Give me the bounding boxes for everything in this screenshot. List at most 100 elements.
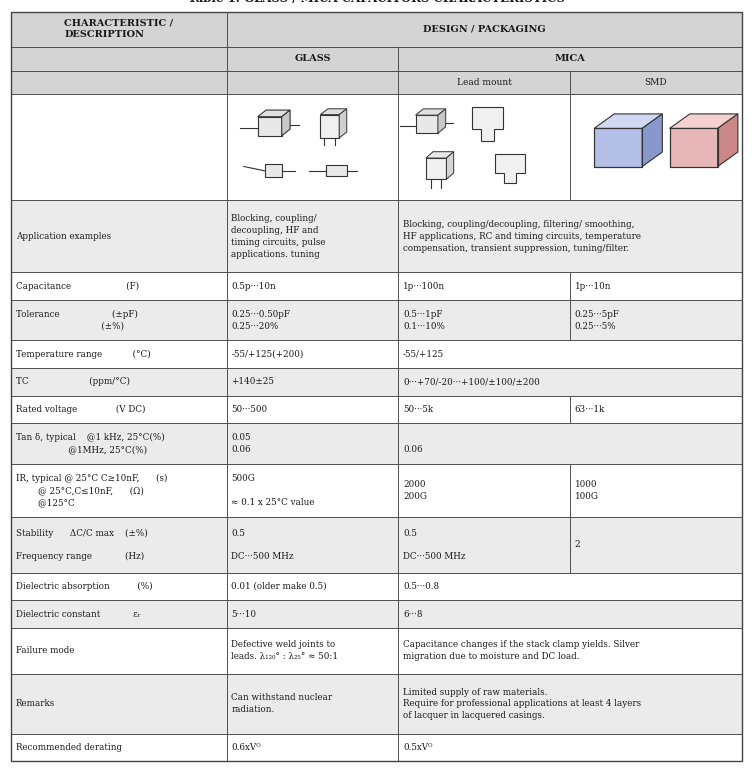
Bar — [11, 674, 227, 734]
Bar — [11, 340, 227, 368]
Bar — [398, 517, 570, 573]
Bar — [594, 128, 642, 166]
Bar — [570, 517, 742, 573]
Text: 0.05
0.06: 0.05 0.06 — [231, 433, 251, 454]
Bar — [227, 628, 398, 674]
Text: 0···+70/-20···+100/±100/±200: 0···+70/-20···+100/±100/±200 — [403, 377, 540, 386]
Bar — [398, 300, 570, 340]
Text: MICA: MICA — [555, 54, 586, 63]
Bar — [398, 464, 570, 517]
Polygon shape — [339, 109, 346, 138]
Bar — [227, 272, 398, 300]
Bar — [326, 165, 347, 176]
Bar — [227, 517, 398, 573]
Polygon shape — [438, 109, 446, 133]
Polygon shape — [472, 107, 503, 141]
Polygon shape — [642, 114, 663, 166]
Text: 0.5

DC···500 MHz: 0.5 DC···500 MHz — [231, 529, 294, 561]
Text: 5···10: 5···10 — [231, 610, 256, 618]
Bar — [398, 734, 742, 761]
Bar — [11, 573, 227, 600]
Text: Defective weld joints to
leads. λ₁₂₀° : λ₂₅° ≈ 50:1: Defective weld joints to leads. λ₁₂₀° : … — [231, 641, 338, 661]
Text: 0.5

DC···500 MHz: 0.5 DC···500 MHz — [403, 529, 465, 561]
Polygon shape — [669, 114, 738, 128]
Bar — [426, 158, 447, 179]
Bar — [227, 300, 398, 340]
Text: DESIGN / PACKAGING: DESIGN / PACKAGING — [423, 25, 545, 33]
Bar — [398, 340, 742, 368]
Text: Dielectric absorption          (%): Dielectric absorption (%) — [16, 582, 152, 591]
Text: 50···500: 50···500 — [231, 405, 267, 414]
Bar — [227, 12, 742, 46]
Bar — [227, 424, 398, 464]
Bar — [398, 70, 570, 94]
Polygon shape — [258, 110, 290, 117]
Bar — [398, 600, 742, 628]
Polygon shape — [320, 109, 346, 114]
Text: 0.5xVᴼ: 0.5xVᴼ — [403, 743, 432, 752]
Bar — [11, 464, 227, 517]
Bar — [11, 200, 227, 272]
Text: Temperature range           (°C): Temperature range (°C) — [16, 349, 151, 359]
Polygon shape — [594, 114, 663, 128]
Bar — [227, 464, 398, 517]
Bar — [11, 628, 227, 674]
Text: 2000
200G: 2000 200G — [403, 480, 427, 501]
Bar — [570, 94, 742, 200]
Bar — [594, 128, 642, 166]
Text: CHARACTERISTIC /
DESCRIPTION: CHARACTERISTIC / DESCRIPTION — [65, 19, 174, 39]
Text: Lead mount: Lead mount — [457, 78, 512, 87]
Text: TC                      (ppm/°C): TC (ppm/°C) — [16, 377, 130, 386]
Bar — [11, 94, 227, 200]
Bar — [227, 600, 398, 628]
Text: 0.5···1pF
0.1···10%: 0.5···1pF 0.1···10% — [403, 310, 445, 331]
Bar — [11, 600, 227, 628]
Bar — [227, 734, 398, 761]
Bar — [398, 200, 742, 272]
Bar — [227, 200, 398, 272]
Text: Can withstand nuclear
radiation.: Can withstand nuclear radiation. — [231, 693, 332, 714]
Bar — [320, 114, 339, 138]
Text: 500G

≈ 0.1 x 25°C value: 500G ≈ 0.1 x 25°C value — [231, 475, 315, 507]
Bar — [570, 272, 742, 300]
Text: Application examples: Application examples — [16, 232, 111, 241]
Text: 1000
100G: 1000 100G — [575, 480, 599, 501]
Text: Table 1. GLASS / MICA CAPACITORS CHARACTERISTICS: Table 1. GLASS / MICA CAPACITORS CHARACT… — [188, 0, 565, 5]
Bar — [11, 424, 227, 464]
Text: 0.01 (older make 0.5): 0.01 (older make 0.5) — [231, 582, 327, 591]
Bar — [11, 517, 227, 573]
Text: Remarks: Remarks — [16, 700, 55, 708]
Bar — [11, 368, 227, 396]
Bar — [398, 396, 570, 424]
Text: GLASS: GLASS — [294, 54, 331, 63]
Text: Rated voltage              (V DC): Rated voltage (V DC) — [16, 405, 145, 414]
Text: +140±25: +140±25 — [231, 377, 274, 386]
Text: 1p···10n: 1p···10n — [575, 281, 611, 291]
Polygon shape — [416, 109, 446, 115]
Text: SMD: SMD — [645, 78, 667, 87]
Text: Stability      ΔC/C max    (±%)

Frequency range            (Hz): Stability ΔC/C max (±%) Frequency range … — [16, 529, 148, 561]
Bar — [11, 734, 227, 761]
Bar — [398, 94, 570, 200]
Text: Tolerance                   (±pF)
                               (±%): Tolerance (±pF) (±%) — [16, 310, 138, 331]
Text: 0.5···0.8: 0.5···0.8 — [403, 582, 439, 591]
Bar — [570, 300, 742, 340]
Text: Dielectric constant            εᵣ: Dielectric constant εᵣ — [16, 610, 141, 618]
Text: Tan δ, typical    @1 kHz, 25°C(%)
                   @1MHz, 25°C(%): Tan δ, typical @1 kHz, 25°C(%) @1MHz, 25… — [16, 433, 165, 454]
Text: 1p···100n: 1p···100n — [403, 281, 445, 291]
Bar — [398, 46, 742, 70]
Text: 6···8: 6···8 — [403, 610, 422, 618]
Text: Capacitance changes if the stack clamp yields. Silver
migration due to moisture : Capacitance changes if the stack clamp y… — [403, 641, 639, 661]
Polygon shape — [426, 152, 453, 158]
Bar — [258, 117, 282, 136]
Text: 0.5p···10n: 0.5p···10n — [231, 281, 276, 291]
Bar — [398, 628, 742, 674]
Polygon shape — [495, 154, 526, 183]
Text: 50···5k: 50···5k — [403, 405, 433, 414]
Bar — [11, 396, 227, 424]
Bar — [398, 674, 742, 734]
Polygon shape — [282, 110, 290, 136]
Bar — [227, 368, 398, 396]
Text: Blocking, coupling/decoupling, filtering/ smoothing,
HF applications, RC and tim: Blocking, coupling/decoupling, filtering… — [403, 220, 641, 253]
Bar — [570, 464, 742, 517]
